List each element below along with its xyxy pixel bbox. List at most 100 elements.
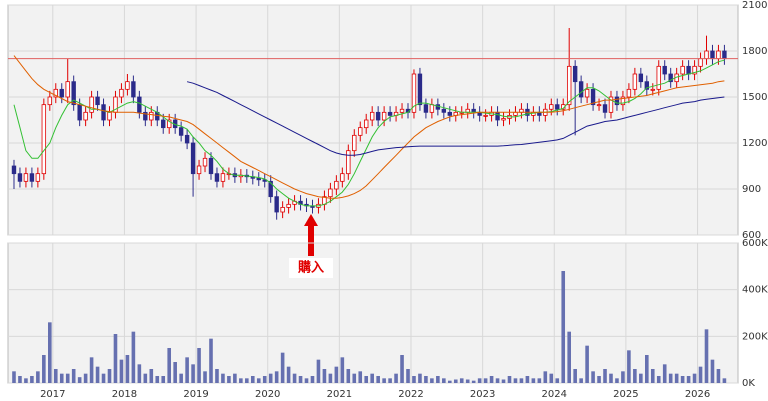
volume-bar: [12, 371, 16, 383]
candle-body: [596, 104, 602, 107]
volume-bar: [113, 334, 118, 383]
volume-bar: [364, 376, 369, 383]
candle-body: [328, 188, 333, 198]
candle-body: [429, 104, 435, 113]
candle-body: [483, 115, 488, 117]
volume-panel: [7, 242, 739, 384]
candle-body: [286, 203, 291, 208]
volume-bar: [585, 345, 589, 383]
y-tick-label: 200K: [742, 331, 768, 342]
volume-bar: [418, 373, 422, 383]
volume-bar: [716, 369, 721, 383]
candle-body: [196, 165, 202, 175]
volume-bar: [77, 377, 82, 383]
candle-body: [83, 111, 88, 121]
volume-bar: [615, 378, 619, 383]
candle-body: [346, 150, 351, 175]
volume-bar: [215, 369, 219, 383]
candle-body: [375, 111, 381, 121]
volume-bar: [495, 378, 500, 383]
candle-body: [447, 111, 452, 116]
volume-bar: [173, 362, 177, 383]
candle-body: [417, 73, 423, 106]
volume-bar: [686, 376, 691, 383]
volume-bar: [143, 373, 148, 383]
volume-bar: [233, 373, 237, 383]
volume-bar: [531, 378, 536, 383]
candle-body: [256, 177, 261, 181]
volume-bar: [650, 369, 655, 383]
candle-body: [501, 118, 506, 121]
candle-body: [11, 165, 17, 175]
candle-body: [41, 104, 47, 175]
volume-bar: [471, 380, 476, 383]
volume-bar: [412, 376, 416, 383]
volume-bar: [400, 355, 404, 383]
candle-body: [280, 206, 285, 213]
volume-bar: [30, 376, 34, 383]
candle-body: [549, 104, 554, 110]
volume-bar: [95, 366, 100, 383]
volume-bar: [65, 373, 70, 383]
candle-body: [17, 173, 23, 182]
y-tick-label: 900: [742, 184, 761, 195]
volume-bar: [18, 376, 22, 383]
volume-bar: [221, 373, 225, 383]
volume-bar: [525, 376, 530, 383]
candle-body: [35, 173, 41, 182]
volume-bar: [489, 376, 494, 383]
moving-average-line: [13, 59, 725, 207]
candle-body: [214, 173, 220, 182]
candle-body: [710, 50, 715, 60]
volume-bar: [662, 364, 667, 383]
volume-bar: [639, 373, 643, 383]
candle-body: [125, 81, 130, 90]
candle-body: [143, 111, 148, 121]
candle-body: [387, 111, 393, 116]
volume-bar: [250, 376, 255, 383]
volume-bar: [710, 359, 715, 383]
candle-body: [698, 58, 703, 67]
candle-body: [167, 119, 172, 129]
y-tick-label: 2100: [742, 0, 767, 11]
volume-bar: [603, 369, 607, 383]
candle-body: [650, 88, 655, 91]
candle-body: [411, 73, 417, 113]
volume-bar: [501, 379, 506, 383]
candle-body: [584, 88, 590, 98]
candle-body: [644, 81, 650, 90]
volume-bar: [483, 378, 488, 383]
candle-body: [704, 50, 709, 60]
volume-bar: [292, 373, 297, 383]
volume-bar: [543, 371, 548, 383]
volume-bar: [268, 373, 273, 383]
candle-body: [53, 88, 58, 98]
volume-bar: [227, 376, 231, 383]
candle-body: [578, 81, 584, 98]
volume-bar: [71, 369, 76, 383]
candle-body: [59, 88, 64, 98]
volume-bar: [42, 355, 46, 383]
candle-body: [369, 111, 375, 121]
volume-bar: [59, 373, 64, 383]
volume-bar: [477, 378, 482, 383]
volume-bar: [609, 373, 613, 383]
candle-body: [161, 119, 166, 129]
volume-bar: [453, 379, 458, 383]
volume-bar: [668, 373, 673, 383]
volume-bar: [346, 369, 351, 383]
volume-bar: [239, 378, 243, 383]
volume-bar: [24, 378, 28, 383]
volume-bar: [627, 350, 631, 383]
volume-bar: [203, 371, 207, 383]
volume-bar: [245, 378, 249, 383]
candle-body: [364, 119, 369, 129]
candle-body: [495, 111, 500, 121]
volume-bar: [388, 378, 392, 383]
volume-bar: [698, 366, 703, 383]
candle-body: [590, 88, 596, 106]
volume-bar: [316, 359, 321, 383]
x-tick-label: 2022: [398, 389, 423, 400]
candle-body: [220, 173, 226, 182]
